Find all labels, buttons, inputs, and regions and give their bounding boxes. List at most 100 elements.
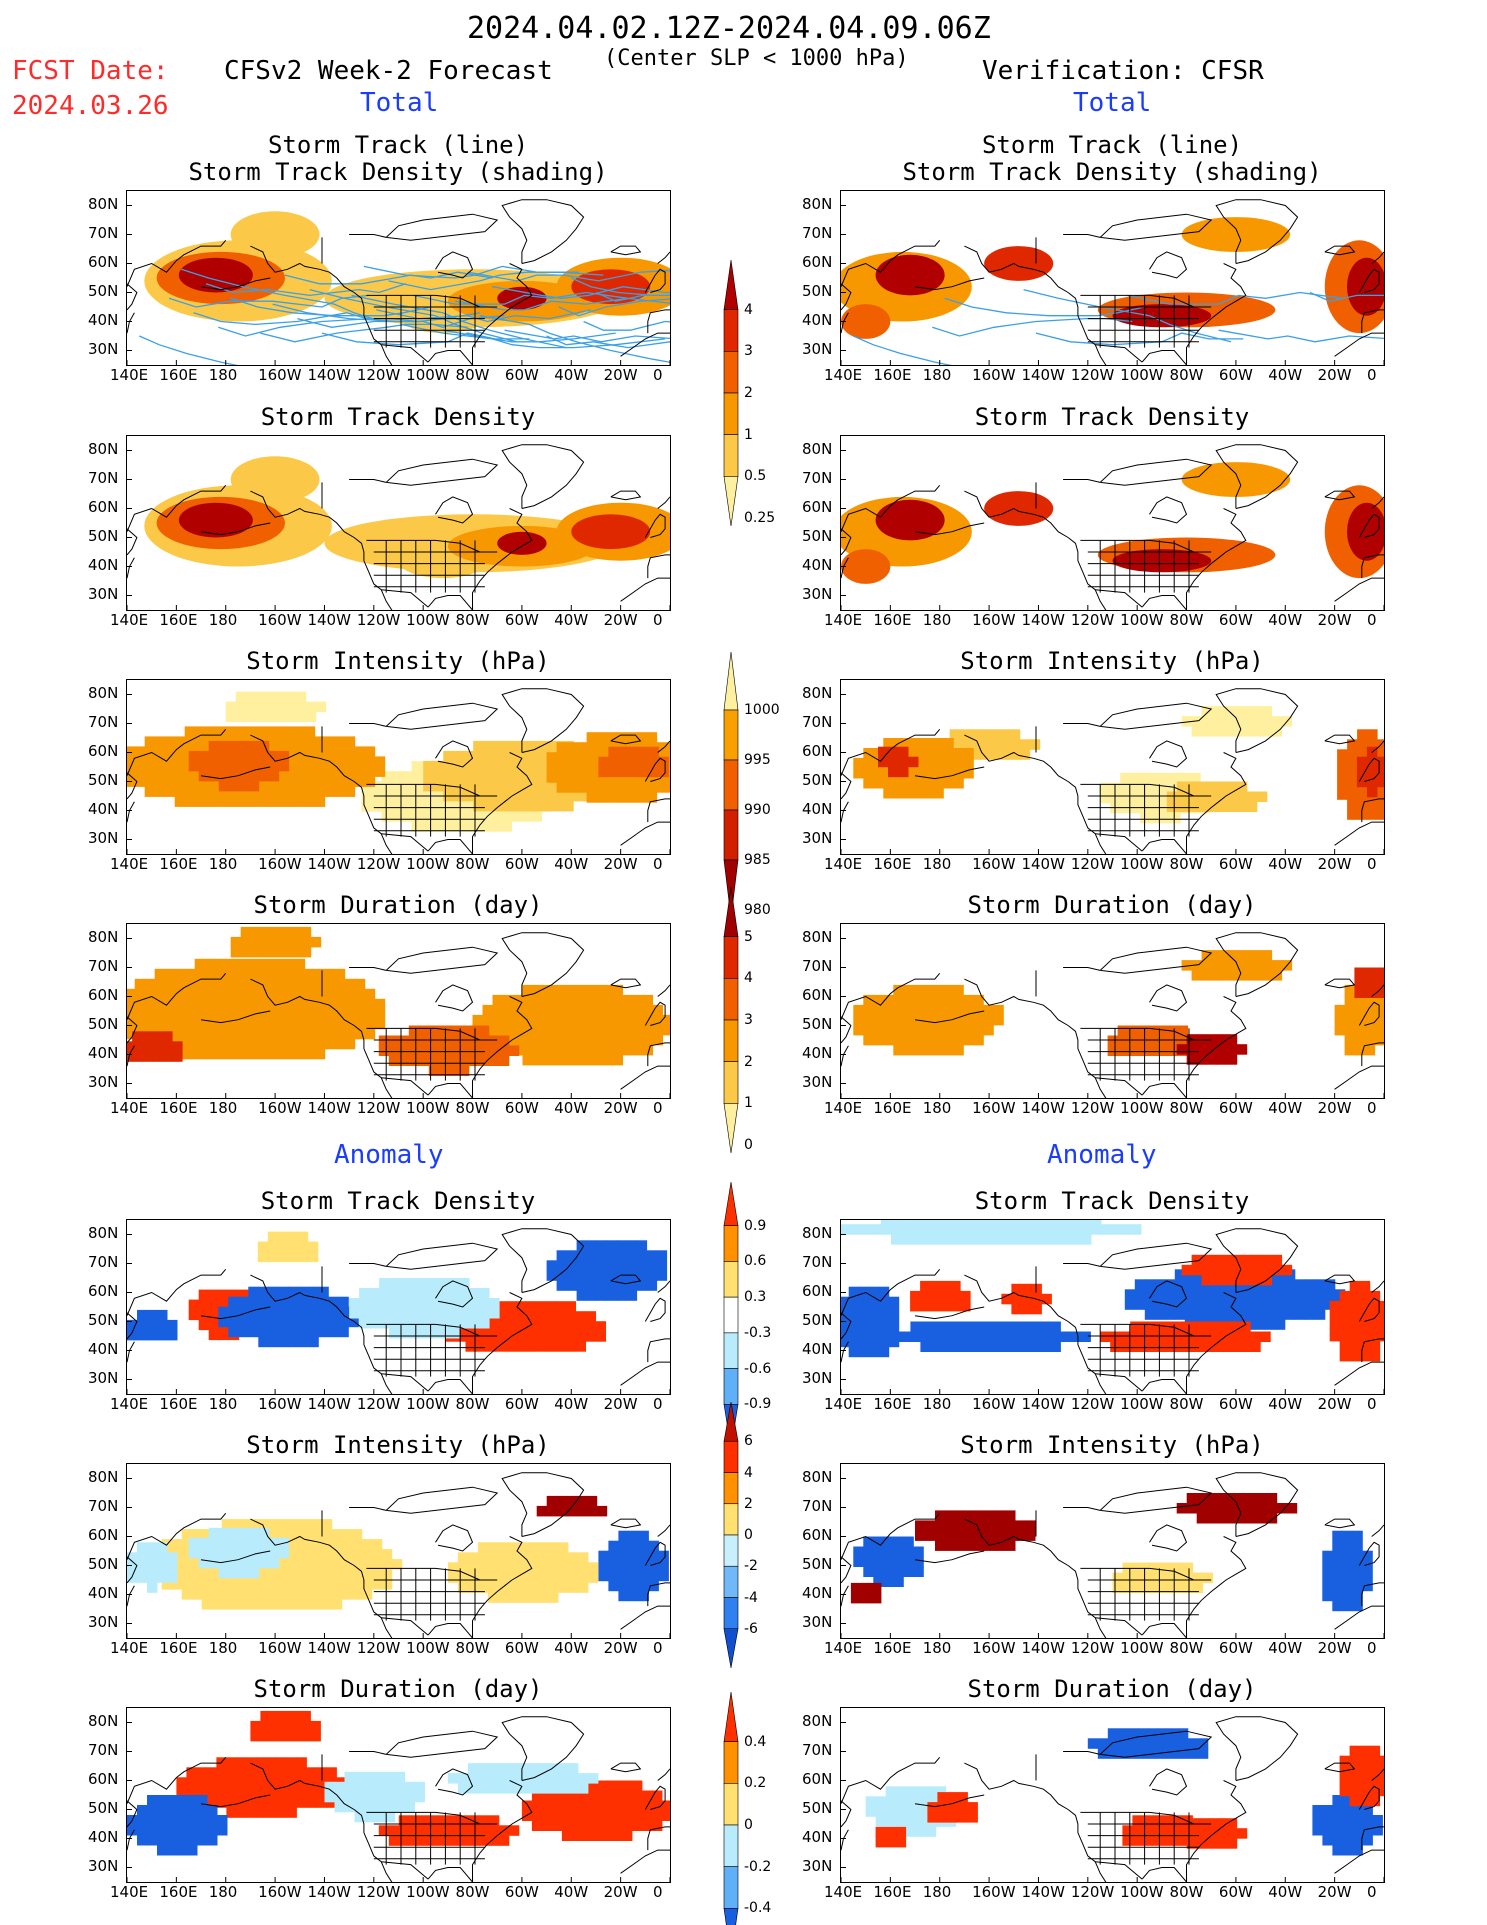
lon-tick-label: 140W [1021,1639,1065,1657]
lon-tick-label: 140E [824,366,863,384]
lat-tick-label: 70N [88,956,119,975]
lon-tick-label: 140W [307,855,351,873]
left-title: CFSv2 Week-2 Forecast [224,56,553,86]
lon-tick-label: 40W [1268,855,1303,873]
lat-tick-label: 40N [802,1827,833,1846]
colorbar [723,651,739,919]
lon-tick-label: 180 [208,1883,238,1901]
map-svg [841,1472,1384,1638]
lon-tick-label: 60W [1218,366,1253,384]
lon-tick-label: 0 [1367,611,1377,629]
lon-tick-label: 140E [110,1395,149,1413]
lat-tick-label: 70N [802,956,833,975]
lon-tick-label: 160W [972,1099,1016,1117]
lat-tick-label: 60N [802,985,833,1004]
lon-tick-label: 20W [603,1883,638,1901]
lon-tick-label: 20W [603,855,638,873]
lat-tick-label: 60N [802,1525,833,1544]
colorbar [723,886,739,1154]
lat-tick-label: 70N [802,1740,833,1759]
colorbar-label: 985 [744,852,771,868]
lon-tick-label: 60W [504,1639,539,1657]
lon-tick-label: 180 [208,1395,238,1413]
lon-tick-label: 100W [1120,855,1164,873]
lat-tick-label: 50N [802,281,833,300]
verification-map-panel [840,190,1385,366]
lat-tick-label: 40N [802,799,833,818]
lat-tick-label: 40N [88,1339,119,1358]
map-svg [841,1716,1384,1882]
lon-tick-label: 0 [653,1883,663,1901]
lat-tick-label: 40N [802,310,833,329]
colorbar-label: 2 [744,385,753,401]
lon-tick-label: 0 [1367,855,1377,873]
lon-tick-label: 140E [110,366,149,384]
lat-tick-label: 60N [88,1281,119,1300]
lat-tick-label: 40N [88,310,119,329]
lon-tick-label: 120W [1070,366,1115,384]
lon-tick-label: 20W [1317,1639,1352,1657]
lat-tick-label: 30N [88,1612,119,1631]
lon-tick-label: 100W [406,366,450,384]
lat-tick-label: 60N [802,741,833,760]
lon-tick-label: 120W [356,1099,401,1117]
lat-tick-label: 80N [88,1467,119,1486]
lon-tick-label: 20W [603,611,638,629]
lat-tick-label: 50N [802,1554,833,1573]
lon-tick-label: 160E [873,1883,912,1901]
lat-tick-label: 40N [88,1827,119,1846]
lat-tick-label: 40N [802,555,833,574]
colorbar-label: 4 [744,970,753,987]
lon-tick-label: 160E [159,855,198,873]
colorbar-label: -6 [744,1620,758,1637]
verification-map-panel [840,435,1385,611]
lon-tick-label: 160W [258,855,302,873]
panel-title: Storm Track Density [974,403,1250,431]
colorbar-label: 0.5 [744,468,767,485]
lat-tick-label: 60N [802,1281,833,1300]
panel-title: Storm Intensity (hPa) [960,1431,1264,1459]
forecast-map-panel [126,190,671,366]
lon-tick-label: 160E [159,611,198,629]
lon-tick-label: 120W [356,366,401,384]
forecast-map-panel [126,1219,671,1395]
lon-tick-label: 140E [824,1099,863,1117]
lon-tick-label: 60W [504,1099,539,1117]
panel-title: Storm Intensity (hPa) [960,647,1264,675]
lon-tick-label: 0 [653,611,663,629]
forecast-map-panel [126,435,671,611]
colorbar-label: 0.3 [744,1289,767,1306]
lon-tick-label: 180 [922,855,952,873]
lat-tick-label: 50N [88,770,119,789]
lon-tick-label: 140W [1021,855,1065,873]
lon-tick-label: 40W [554,1639,589,1657]
lon-tick-label: 100W [406,1883,450,1901]
lon-tick-label: 160W [258,1883,302,1901]
lon-tick-label: 20W [603,1639,638,1657]
lat-tick-label: 80N [88,439,119,458]
lat-tick-label: 30N [802,1368,833,1387]
lon-tick-label: 60W [1218,1395,1253,1413]
lon-tick-label: 160E [159,1883,198,1901]
lon-tick-label: 140W [1021,1883,1065,1901]
lat-tick-label: 30N [802,828,833,847]
lon-tick-label: 100W [406,855,450,873]
lon-tick-label: 100W [1120,366,1164,384]
colorbar-label: -0.3 [744,1324,772,1341]
lon-tick-label: 60W [1218,611,1253,629]
lon-tick-label: 0 [1367,1639,1377,1657]
lon-tick-label: 60W [1218,1639,1253,1657]
lat-tick-label: 70N [88,1496,119,1515]
lon-tick-label: 20W [1317,1883,1352,1901]
panel-title: Storm Track Density [260,403,536,431]
map-svg [841,1220,1384,1394]
lat-tick-label: 80N [88,927,119,946]
lon-tick-label: 140W [1021,1099,1065,1117]
total-right: Total [1073,88,1152,118]
lat-tick-label: 80N [88,1223,119,1242]
lat-tick-label: 70N [802,1496,833,1515]
lon-tick-label: 40W [554,1395,589,1413]
lon-tick-label: 40W [554,1099,589,1117]
lat-tick-label: 70N [88,1252,119,1271]
lon-tick-label: 80W [1169,1883,1204,1901]
